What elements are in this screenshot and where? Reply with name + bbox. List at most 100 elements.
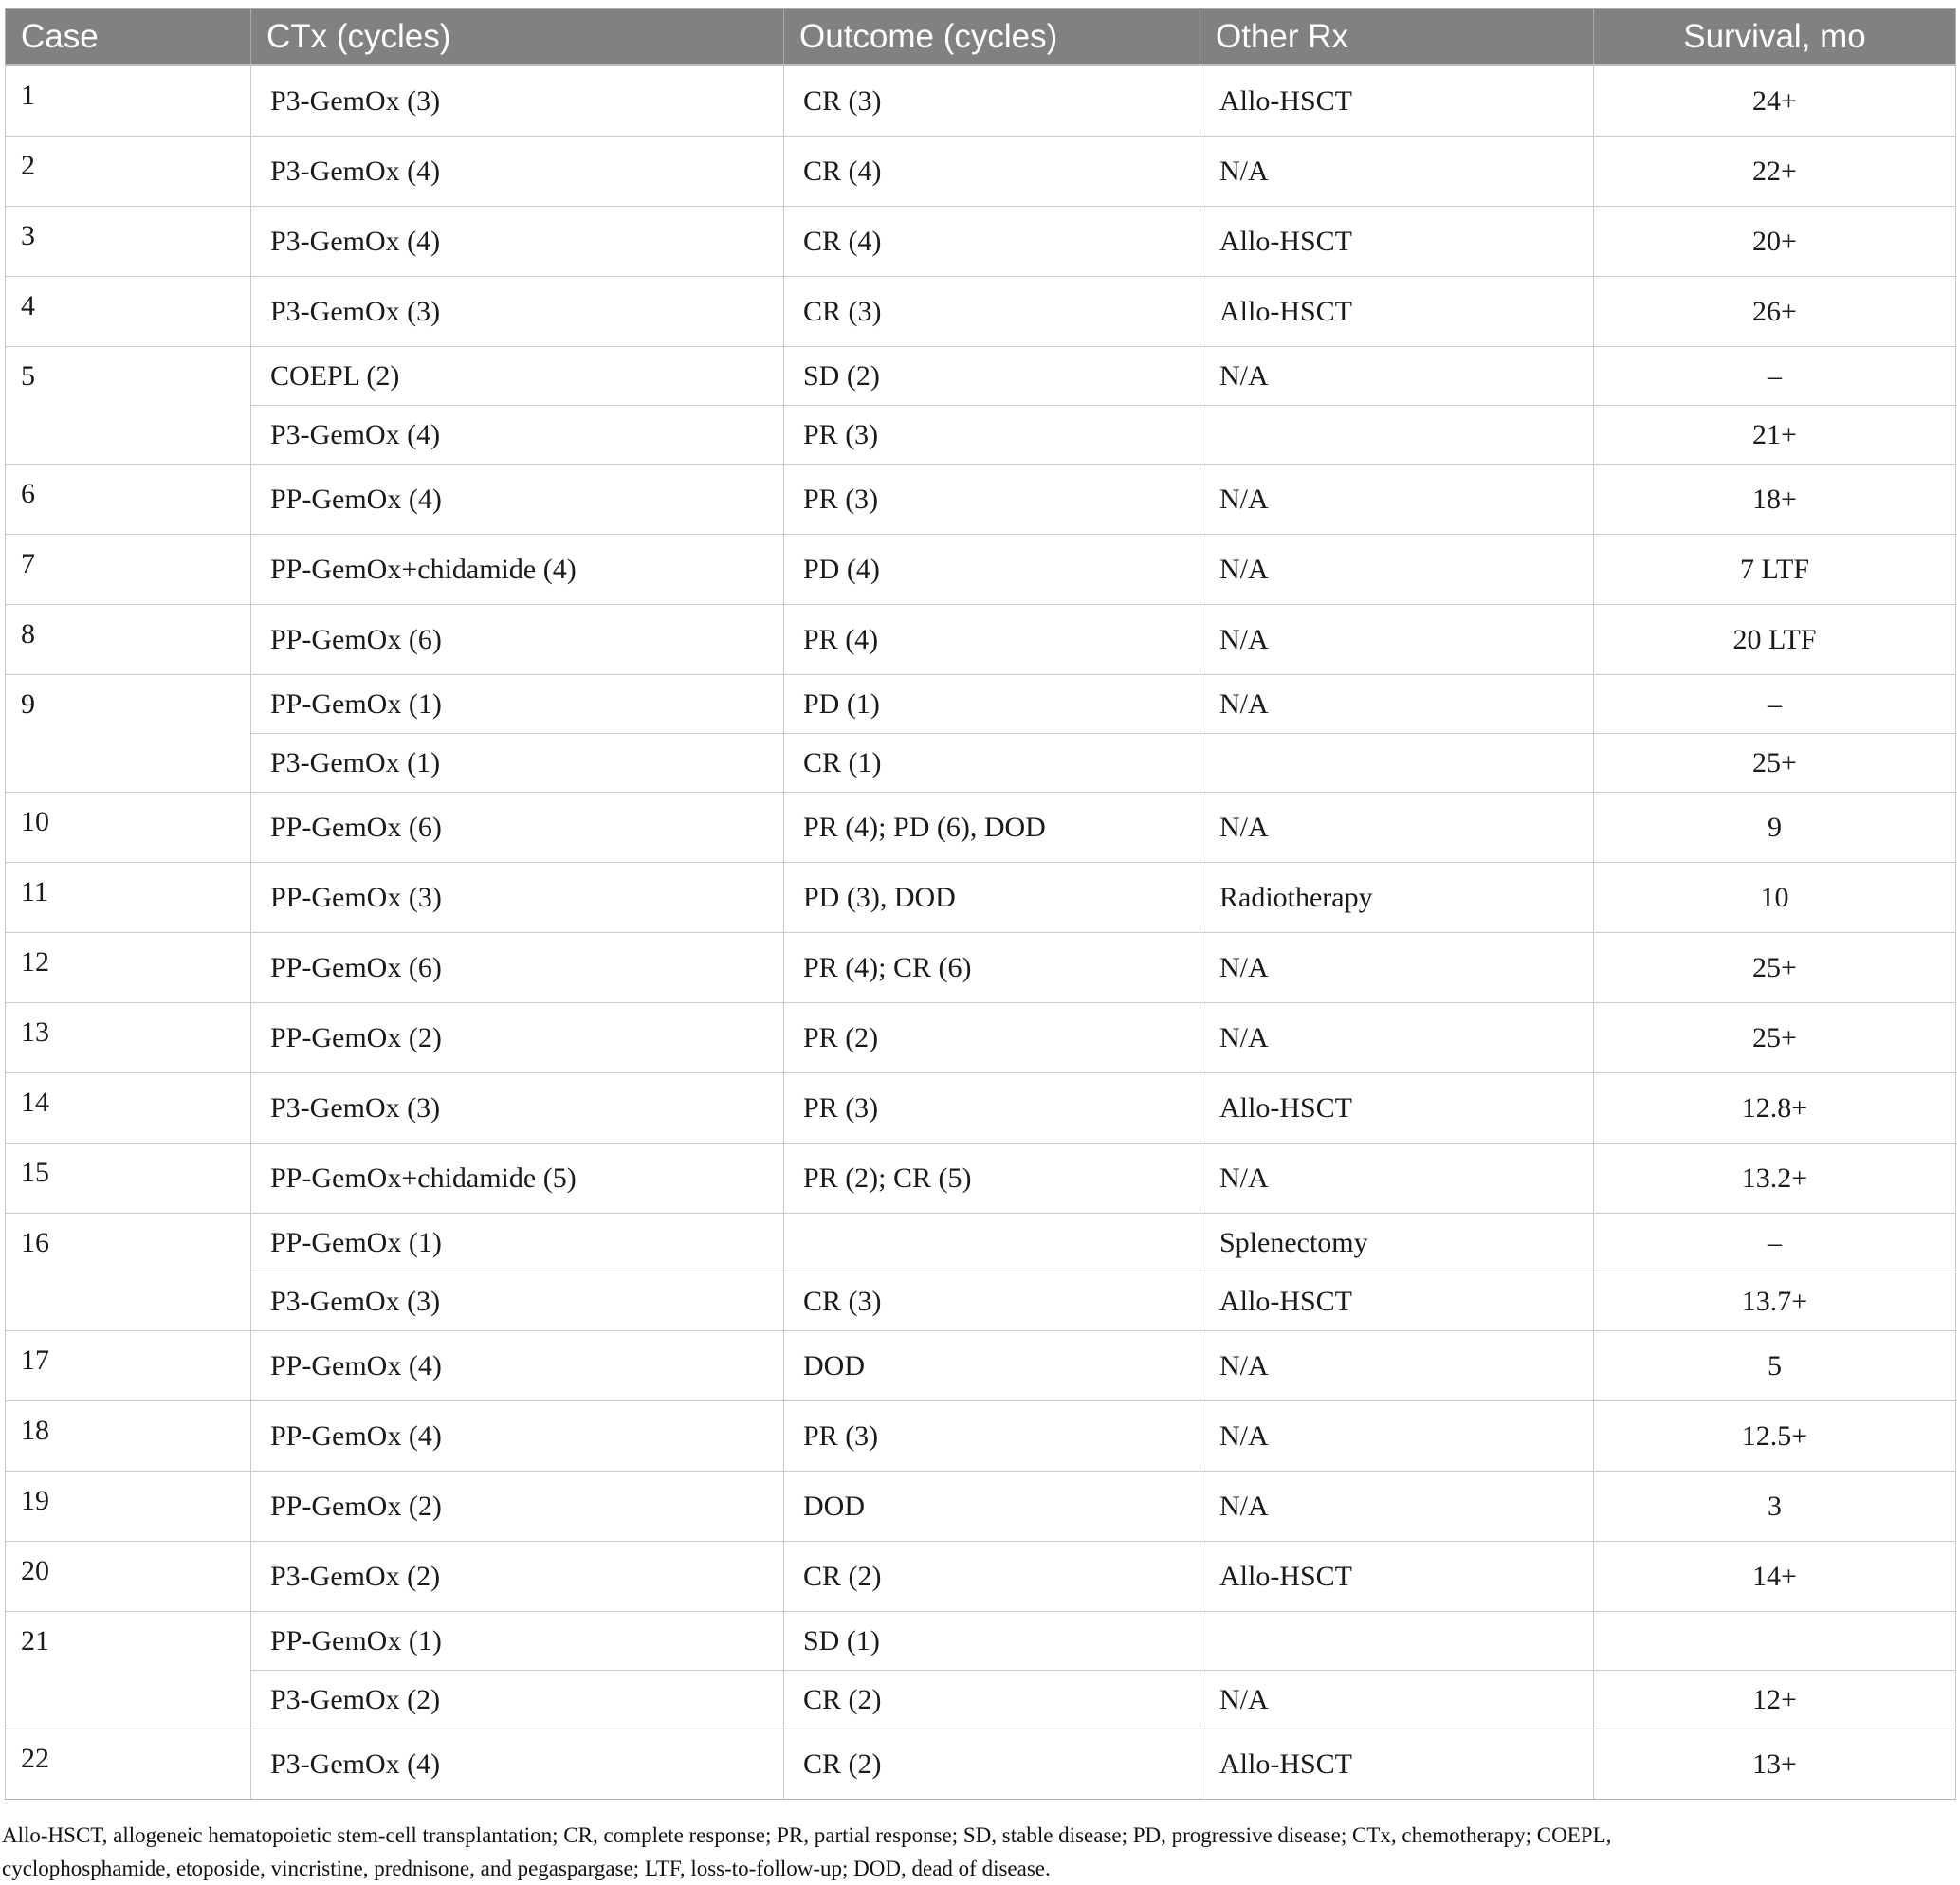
outcome-cell: CR (2) [783, 1670, 1200, 1729]
survival-cell: 9 [1593, 792, 1956, 863]
case-number-cell: 13 [5, 1002, 251, 1073]
survival-cell: 26+ [1593, 276, 1956, 347]
other-rx-cell: N/A [1200, 1400, 1594, 1472]
survival-cell: – [1593, 346, 1956, 406]
outcome-cell: CR (4) [783, 136, 1200, 207]
ctx-cell: P3-GemOx (3) [250, 1272, 784, 1331]
case-number-cell: 6 [5, 464, 251, 535]
survival-cell: 7 LTF [1593, 534, 1956, 605]
other-rx-cell: Allo-HSCT [1200, 276, 1594, 347]
case-row: 2 P3-GemOx (4) CR (4) N/A 22+ [5, 136, 1956, 207]
case-row: 1 P3-GemOx (3) CR (3) Allo-HSCT 24+ [5, 64, 1956, 137]
outcome-cell: PD (1) [783, 674, 1200, 734]
outcome-cell: DOD [783, 1471, 1200, 1542]
ctx-cell: P3-GemOx (4) [250, 405, 784, 465]
outcome-cell: PR (3) [783, 405, 1200, 465]
survival-cell: 18+ [1593, 464, 1956, 535]
outcome-cell: PD (4) [783, 534, 1200, 605]
case-number-cell: 15 [5, 1143, 251, 1214]
case-number-cell: 9 [5, 674, 251, 793]
other-rx-cell: N/A [1200, 464, 1594, 535]
other-rx-cell: Allo-HSCT [1200, 1072, 1594, 1144]
survival-cell: 5 [1593, 1330, 1956, 1401]
patient-cases-table: Case CTx (cycles) Outcome (cycles) Other… [5, 8, 1956, 1800]
case-number-cell: 18 [5, 1400, 251, 1472]
outcome-cell: CR (1) [783, 733, 1200, 793]
survival-cell: 20+ [1593, 206, 1956, 277]
outcome-cell: PR (4); CR (6) [783, 932, 1200, 1003]
ctx-cell: PP-GemOx (4) [250, 1400, 784, 1472]
ctx-cell: PP-GemOx (1) [250, 1213, 784, 1272]
outcome-cell [783, 1213, 1200, 1272]
ctx-cell: PP-GemOx (6) [250, 932, 784, 1003]
outcome-cell: CR (3) [783, 64, 1200, 137]
other-rx-cell: N/A [1200, 1143, 1594, 1214]
other-rx-cell: N/A [1200, 674, 1594, 734]
ctx-cell: P3-GemOx (2) [250, 1541, 784, 1612]
case-row: 22 P3-GemOx (4) CR (2) Allo-HSCT 13+ [5, 1729, 1956, 1800]
case-row: 3 P3-GemOx (4) CR (4) Allo-HSCT 20+ [5, 206, 1956, 277]
survival-cell: 21+ [1593, 405, 1956, 465]
outcome-cell: PR (2) [783, 1002, 1200, 1073]
other-rx-cell: Allo-HSCT [1200, 64, 1594, 137]
survival-cell: 24+ [1593, 64, 1956, 137]
case-row: 14 P3-GemOx (3) PR (3) Allo-HSCT 12.8+ [5, 1072, 1956, 1144]
survival-cell: 12+ [1593, 1670, 1956, 1729]
case-subrow: P3-GemOx (3) CR (3) Allo-HSCT 13.7+ [6, 1272, 1956, 1331]
ctx-cell: PP-GemOx (1) [250, 1611, 784, 1671]
case-row: 5 COEPL (2) SD (2) N/A – [5, 346, 1956, 465]
case-row: 19 PP-GemOx (2) DOD N/A 3 [5, 1471, 1956, 1542]
other-rx-cell [1200, 1611, 1594, 1671]
other-rx-cell: Splenectomy [1200, 1213, 1594, 1272]
outcome-cell: CR (2) [783, 1729, 1200, 1800]
survival-cell: 12.5+ [1593, 1400, 1956, 1472]
case-number-cell: 14 [5, 1072, 251, 1144]
case-row: 20 P3-GemOx (2) CR (2) Allo-HSCT 14+ [5, 1541, 1956, 1612]
outcome-cell: PD (3), DOD [783, 862, 1200, 933]
outcome-cell: PR (2); CR (5) [783, 1143, 1200, 1214]
other-rx-cell: N/A [1200, 792, 1594, 863]
survival-cell: – [1593, 1213, 1956, 1272]
case-number-cell: 19 [5, 1471, 251, 1542]
case-number-cell: 4 [5, 276, 251, 347]
ctx-cell: PP-GemOx (6) [250, 792, 784, 863]
case-subrow: P3-GemOx (1) CR (1) 25+ [6, 733, 1956, 793]
case-subrow: P3-GemOx (2) CR (2) N/A 12+ [6, 1670, 1956, 1729]
outcome-cell: PR (3) [783, 464, 1200, 535]
case-subrow: P3-GemOx (4) PR (3) 21+ [6, 405, 1956, 465]
outcome-cell: PR (3) [783, 1072, 1200, 1144]
other-rx-cell: N/A [1200, 1670, 1594, 1729]
other-rx-cell: N/A [1200, 1002, 1594, 1073]
ctx-cell: P3-GemOx (2) [250, 1670, 784, 1729]
survival-cell: 14+ [1593, 1541, 1956, 1612]
survival-cell: 13+ [1593, 1729, 1956, 1800]
case-row: 16 PP-GemOx (1) Splenectomy – [5, 1213, 1956, 1331]
footnote-line-1: Allo-HSCT, allogeneic hematopoietic stem… [2, 1823, 1612, 1847]
column-header-ctx: CTx (cycles) [250, 8, 784, 66]
outcome-cell: SD (1) [783, 1611, 1200, 1671]
other-rx-cell: N/A [1200, 604, 1594, 675]
survival-cell: 25+ [1593, 1002, 1956, 1073]
case-row: 10 PP-GemOx (6) PR (4); PD (6), DOD N/A 9 [5, 792, 1956, 863]
case-number-cell: 10 [5, 792, 251, 863]
ctx-cell: P3-GemOx (3) [250, 1072, 784, 1144]
case-number-cell: 1 [5, 64, 251, 137]
column-header-case: Case [5, 8, 251, 66]
case-number-cell: 16 [5, 1213, 251, 1331]
other-rx-cell: Allo-HSCT [1200, 1729, 1594, 1800]
ctx-cell: P3-GemOx (3) [250, 276, 784, 347]
case-number-cell: 20 [5, 1541, 251, 1612]
case-number-cell: 17 [5, 1330, 251, 1401]
other-rx-cell [1200, 733, 1594, 793]
outcome-cell: CR (3) [783, 276, 1200, 347]
other-rx-cell: N/A [1200, 1471, 1594, 1542]
case-number-cell: 3 [5, 206, 251, 277]
other-rx-cell: N/A [1200, 346, 1594, 406]
ctx-cell: PP-GemOx (4) [250, 1330, 784, 1401]
outcome-cell: PR (3) [783, 1400, 1200, 1472]
survival-cell: – [1593, 674, 1956, 734]
case-row: 21 PP-GemOx (1) SD (1) [5, 1611, 1956, 1729]
table-body: 1 P3-GemOx (3) CR (3) Allo-HSCT 24+ 2 P3-GemOx… [5, 64, 1956, 1800]
column-header-outcome: Outcome (cycles) [783, 8, 1200, 66]
ctx-cell: PP-GemOx+chidamide (4) [250, 534, 784, 605]
